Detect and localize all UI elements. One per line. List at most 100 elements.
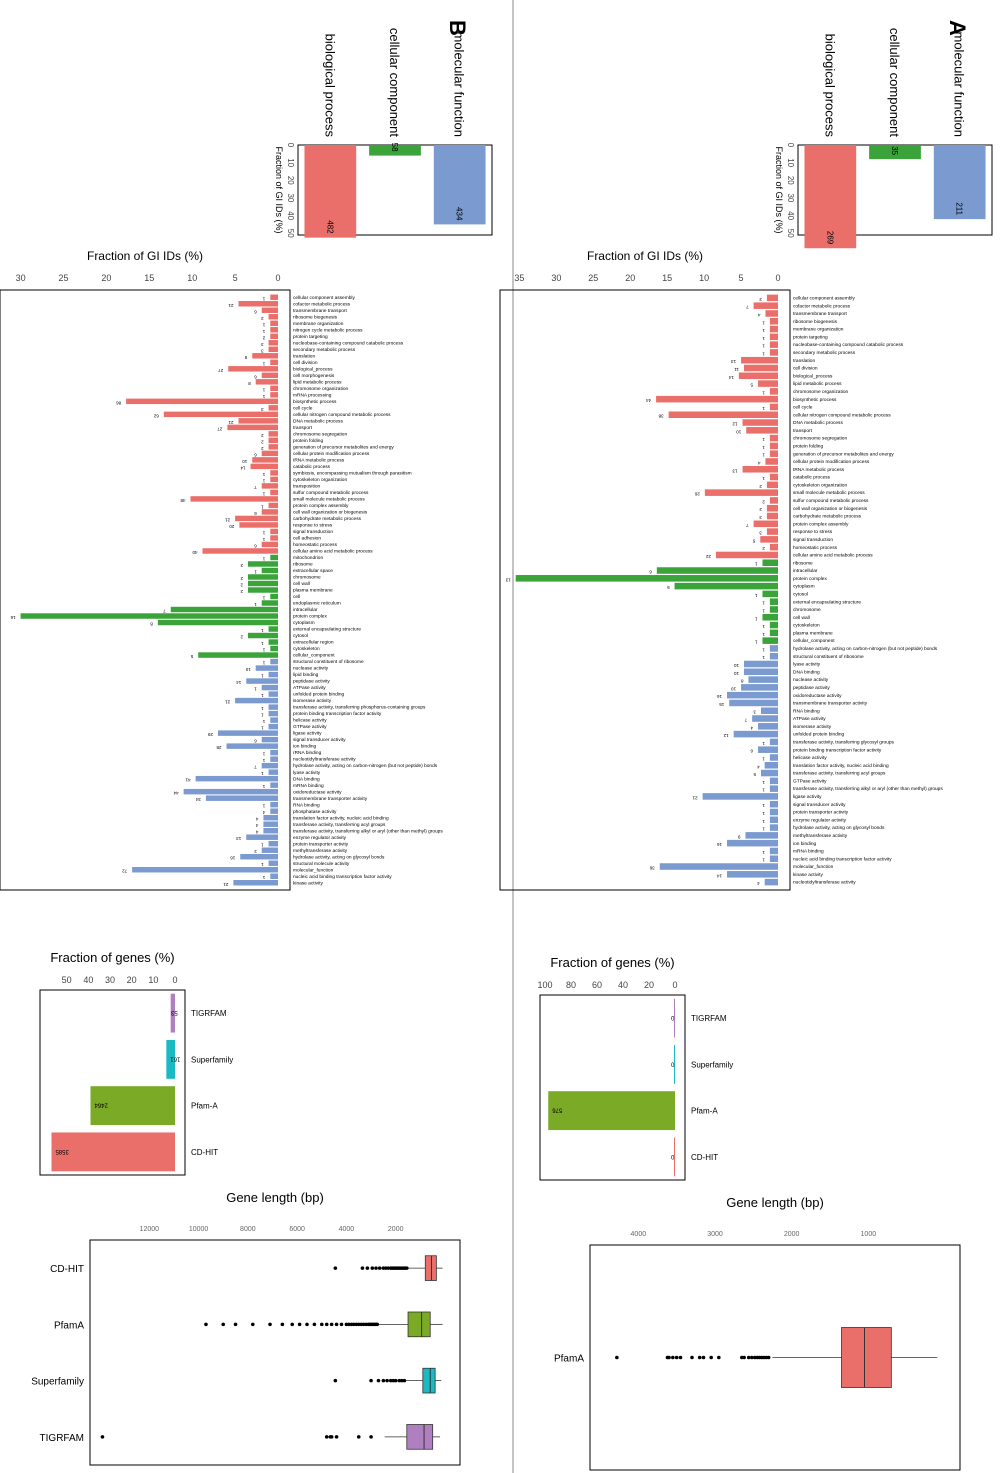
category-bar — [433, 145, 486, 225]
term-count-label: 29 — [207, 732, 213, 737]
term-count-label: 7 — [746, 305, 749, 310]
term-bar — [727, 691, 778, 699]
box-outlier — [334, 1322, 339, 1327]
term-bar — [769, 777, 778, 785]
term-label: enzyme regulator activity — [293, 835, 347, 841]
term-label: translation — [293, 353, 315, 359]
term-label: transferase activity, transferring acyl … — [793, 771, 886, 777]
category-chart: molecular function 211 cellular component 3… — [774, 28, 993, 249]
box-axis-tick: 3000 — [707, 1231, 723, 1238]
term-label: cell adhesion — [293, 536, 321, 542]
term-bar — [268, 626, 278, 632]
term-label: chromosome segregation — [793, 436, 847, 442]
term-count-label: 41 — [185, 778, 191, 783]
term-count-label: 1 — [762, 476, 765, 481]
term-bar — [766, 512, 778, 520]
box-outlier — [674, 1355, 679, 1360]
category-label: molecular function — [952, 32, 967, 138]
term-label: generation of precursor metabolites and … — [293, 444, 394, 450]
term-count-label: 1 — [762, 351, 765, 356]
term-count-label: 34 — [195, 797, 201, 802]
term-bar — [744, 668, 778, 676]
term-bar — [741, 356, 778, 364]
term-label: cellular amino acid metabolic process — [293, 549, 373, 555]
box-iqr — [424, 1255, 437, 1281]
term-bar — [268, 704, 278, 710]
term-bar — [246, 678, 278, 684]
term-bar — [268, 710, 278, 717]
terms-axis-tick: 20 — [101, 273, 111, 283]
term-bar — [727, 839, 778, 847]
term-bar — [753, 520, 778, 528]
term-bar — [268, 840, 278, 847]
box-outlier — [268, 1322, 272, 1327]
term-bar — [170, 606, 278, 613]
terms-axis-title: Fraction of GI IDs (%) — [587, 249, 703, 263]
term-bar — [766, 528, 778, 535]
term-label: molecular_function — [293, 867, 334, 873]
box-axis-tick: 1000 — [861, 1231, 877, 1238]
term-label: mRNA binding — [793, 849, 824, 855]
term-bar — [769, 434, 778, 442]
database-axis-tick: 20 — [127, 975, 137, 985]
term-label: cellular component assembly — [793, 295, 855, 301]
term-label: membrane organization — [293, 321, 344, 327]
term-count-label: 13 — [731, 359, 737, 364]
term-bar — [764, 761, 778, 769]
term-bar — [198, 652, 278, 658]
category-label: biological process — [322, 34, 337, 138]
term-label: cell cycle — [293, 405, 313, 411]
term-label: tRNA metabolic process — [293, 457, 345, 463]
term-count-label: 3 — [759, 531, 762, 536]
category-axis-tick: 40 — [786, 211, 795, 220]
box-outlier — [740, 1355, 744, 1360]
term-bar — [205, 795, 278, 801]
term-bar — [758, 380, 778, 387]
category-axis-tick: 20 — [286, 176, 295, 185]
term-label: transferase activity, transferring glyco… — [793, 739, 895, 745]
term-label: carbohydrate metabolic process — [793, 514, 862, 520]
term-label: ribosome biogenesis — [293, 314, 338, 320]
term-bar — [769, 543, 778, 551]
term-count-label: 1 — [762, 608, 765, 613]
term-count-label: 1 — [262, 784, 265, 789]
term-count-label: 1 — [262, 648, 265, 653]
term-label: phosphatase activity — [293, 809, 337, 815]
box-series-label: Superfamily — [31, 1377, 84, 1388]
term-bar — [270, 535, 278, 541]
term-count-label: 1 — [762, 819, 765, 824]
term-bar — [758, 723, 778, 730]
term-count-label: 10 — [734, 671, 740, 676]
terms-axis-tick: 10 — [699, 273, 709, 283]
term-bar — [247, 587, 278, 593]
term-label: enzyme regulator activity — [793, 817, 847, 823]
box-outlier — [671, 1355, 675, 1360]
term-label: cellular nitrogen compound metabolic pro… — [793, 412, 891, 418]
box-outlier — [324, 1435, 329, 1439]
term-label: translation — [793, 358, 815, 364]
terms-plot-frame — [0, 289, 291, 891]
term-label: cellular amino acid metabolic process — [793, 553, 873, 559]
term-label: nuclease activity — [793, 677, 829, 683]
term-label: cellular_component — [293, 653, 335, 659]
term-label: lipid metabolic process — [793, 381, 842, 387]
term-bar — [252, 353, 278, 359]
term-label: cellular nitrogen compound metabolic pro… — [293, 412, 391, 418]
box-outlier — [678, 1355, 683, 1360]
term-bar — [270, 392, 278, 398]
term-label: cytoskeleton organization — [293, 477, 347, 483]
box-series-label: PfamA — [554, 1354, 584, 1365]
term-count-label: 14 — [717, 873, 723, 878]
box-outlier — [356, 1322, 361, 1327]
term-count-label: 14 — [728, 375, 734, 380]
box-outlier — [746, 1355, 751, 1360]
term-count-label: 1 — [762, 788, 765, 793]
term-bar — [270, 782, 278, 788]
term-bar — [268, 639, 278, 645]
category-axis-tick: 0 — [286, 143, 295, 148]
database-count-label: 0 — [670, 1153, 674, 1159]
term-label: signal transduction — [793, 537, 833, 543]
term-label: lipid metabolic process — [293, 379, 342, 385]
